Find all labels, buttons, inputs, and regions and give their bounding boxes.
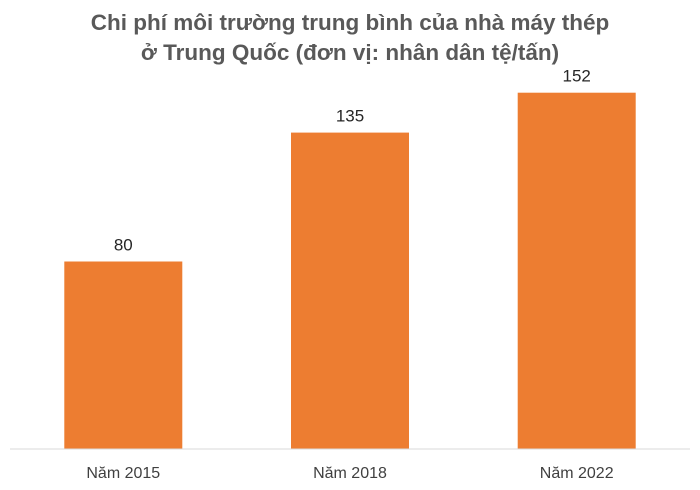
- bar-0: [64, 261, 183, 449]
- x-tick-label-0: Năm 2015: [86, 465, 160, 482]
- data-label-2: 152: [563, 67, 591, 86]
- x-tick-label-1: Năm 2018: [313, 465, 387, 482]
- data-label-1: 135: [336, 107, 364, 126]
- x-tick-label-2: Năm 2022: [540, 465, 614, 482]
- bar-1: [291, 132, 409, 449]
- data-label-0: 80: [114, 236, 133, 255]
- chart-title-line-2: ở Trung Quốc (đơn vị: nhân dân tệ/tấn): [140, 40, 560, 65]
- chart-title-line-1: Chi phí môi trường trung bình của nhà má…: [90, 10, 610, 35]
- chart-title: Chi phí môi trường trung bình của nhà má…: [0, 8, 700, 68]
- bar-2: [517, 92, 636, 449]
